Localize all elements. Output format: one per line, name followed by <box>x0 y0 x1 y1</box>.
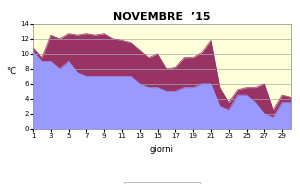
Title: NOVEMBRE  ’15: NOVEMBRE ’15 <box>113 12 211 22</box>
X-axis label: giorni: giorni <box>150 144 174 153</box>
Legend: min°c, max°c: min°c, max°c <box>124 182 200 184</box>
Y-axis label: °C: °C <box>7 67 16 76</box>
